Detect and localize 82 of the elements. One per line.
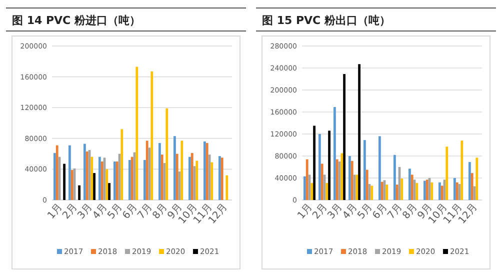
bar: [174, 136, 176, 200]
bar: [343, 74, 346, 200]
bar: [210, 162, 214, 200]
bar: [430, 182, 434, 200]
bar: [128, 160, 131, 200]
bar: [196, 160, 198, 200]
bar: [410, 174, 414, 200]
bar: [426, 180, 428, 200]
chart-title: 图 14 PVC 粉进口（吨）: [12, 14, 140, 27]
bar: [386, 184, 388, 200]
bar: [220, 158, 224, 200]
bar: [460, 140, 464, 200]
bar: [336, 159, 338, 200]
bar: [78, 185, 80, 200]
bar: [84, 144, 86, 200]
bar: [306, 159, 308, 200]
bar: [313, 126, 316, 200]
bar: [310, 182, 314, 200]
bar: [98, 156, 101, 200]
bar: [456, 182, 458, 200]
bar: [400, 178, 404, 200]
bar: [440, 186, 444, 200]
bar: [304, 176, 306, 200]
bar: [408, 168, 411, 200]
bar: [86, 151, 88, 200]
bar: [106, 169, 108, 200]
bar: [348, 156, 351, 200]
bar: [108, 183, 110, 200]
bar: [56, 145, 58, 200]
bar: [334, 107, 336, 200]
x-tick-label: 3月: [76, 202, 95, 222]
bar: [70, 170, 74, 200]
bar: [160, 154, 164, 200]
bar: [370, 186, 374, 200]
bar: [226, 175, 228, 200]
bar: [158, 143, 161, 200]
bar: [166, 108, 168, 200]
bar: [218, 156, 221, 200]
bar: [93, 173, 96, 200]
bar: [318, 134, 321, 200]
bar: [206, 143, 208, 200]
bar: [114, 162, 116, 200]
bar: [63, 164, 66, 200]
bar: [356, 174, 358, 200]
bar: [150, 71, 154, 200]
bar: [54, 153, 56, 200]
bar: [100, 162, 104, 200]
bar: [328, 130, 330, 200]
bar: [176, 154, 178, 200]
bar: [364, 140, 366, 200]
bar: [68, 145, 71, 200]
bar: [188, 156, 191, 200]
x-tick-label: 3月: [326, 202, 345, 222]
bar: [116, 162, 118, 200]
bar: [146, 140, 148, 200]
bar: [130, 156, 134, 200]
bar: [320, 164, 324, 200]
bar: [144, 160, 146, 200]
bar: [438, 182, 441, 200]
bar: [120, 129, 124, 200]
bar: [378, 136, 381, 200]
bar: [204, 141, 206, 200]
bar: [380, 182, 384, 200]
bar: [366, 170, 368, 200]
bar: [396, 184, 398, 200]
bar: [394, 154, 396, 200]
bar: [470, 173, 474, 200]
bar: [476, 158, 478, 200]
bar: [90, 156, 94, 200]
bar: [190, 153, 194, 200]
bar: [446, 146, 448, 200]
bar: [358, 64, 360, 200]
bar: [350, 160, 354, 200]
bar: [454, 178, 456, 200]
bar: [468, 162, 471, 200]
bar: [180, 140, 184, 200]
chart-title: 图 15 PVC 粉出口（吨）: [262, 14, 390, 27]
bar: [326, 182, 328, 200]
bar: [424, 180, 426, 200]
bar: [136, 66, 138, 200]
bar: [416, 182, 418, 200]
bar: [340, 153, 344, 200]
